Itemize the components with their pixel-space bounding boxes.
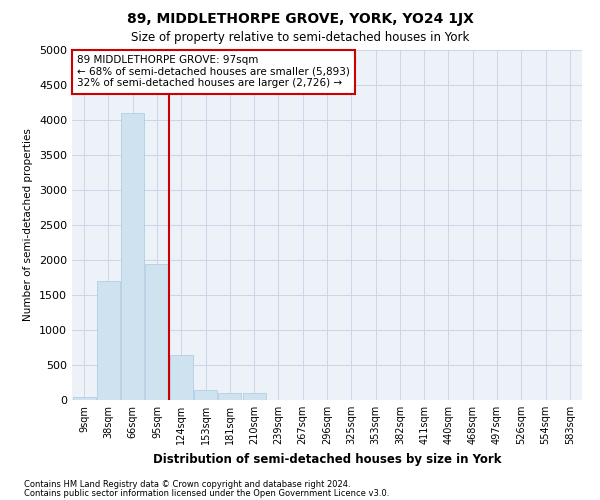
Bar xyxy=(73,396,95,400)
Bar xyxy=(218,393,241,400)
Text: 89, MIDDLETHORPE GROVE, YORK, YO24 1JX: 89, MIDDLETHORPE GROVE, YORK, YO24 1JX xyxy=(127,12,473,26)
Bar xyxy=(145,264,169,400)
Bar xyxy=(242,393,266,400)
Bar xyxy=(97,281,120,400)
Y-axis label: Number of semi-detached properties: Number of semi-detached properties xyxy=(23,128,34,322)
Text: 89 MIDDLETHORPE GROVE: 97sqm
← 68% of semi-detached houses are smaller (5,893)
3: 89 MIDDLETHORPE GROVE: 97sqm ← 68% of se… xyxy=(77,55,350,88)
Text: Size of property relative to semi-detached houses in York: Size of property relative to semi-detach… xyxy=(131,31,469,44)
Bar xyxy=(170,354,193,400)
Text: Contains public sector information licensed under the Open Government Licence v3: Contains public sector information licen… xyxy=(24,489,389,498)
X-axis label: Distribution of semi-detached houses by size in York: Distribution of semi-detached houses by … xyxy=(153,452,501,466)
Text: Contains HM Land Registry data © Crown copyright and database right 2024.: Contains HM Land Registry data © Crown c… xyxy=(24,480,350,489)
Bar xyxy=(194,390,217,400)
Bar xyxy=(121,113,144,400)
